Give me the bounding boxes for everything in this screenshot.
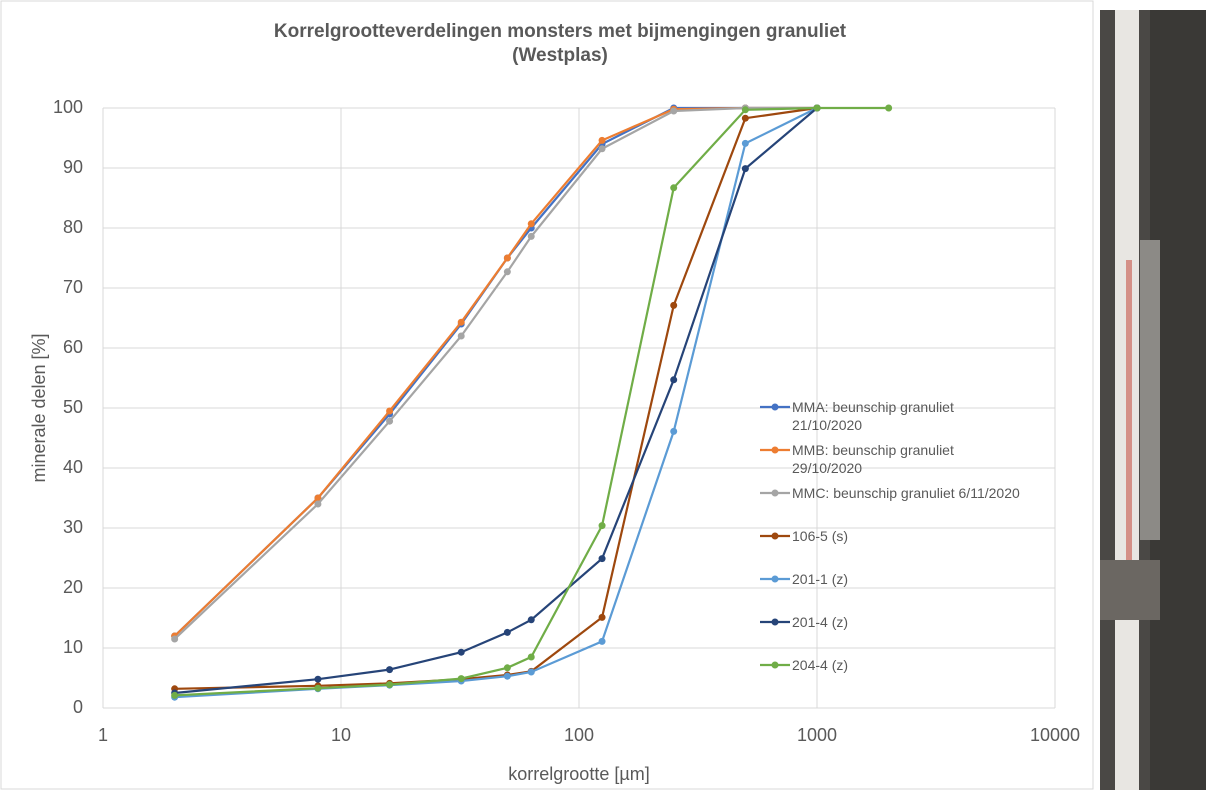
legend-item: MMC: beunschip granuliet 6/11/2020 <box>758 484 1038 527</box>
data-point <box>527 668 535 676</box>
photo <box>1100 10 1206 790</box>
legend-item: 201-1 (z) <box>758 570 1038 613</box>
data-point <box>741 165 749 173</box>
y-tick-label: 70 <box>63 277 83 297</box>
x-tick-label: 1000 <box>797 725 837 745</box>
data-point <box>503 254 511 262</box>
chart-title: Korrelgrootteverdelingen monsters met bi… <box>80 20 1040 68</box>
data-point <box>171 635 179 643</box>
legend-dot <box>771 661 779 669</box>
data-point <box>314 684 322 692</box>
title-line: (Westplas) <box>512 45 608 66</box>
legend-label: MMA: beunschip granuliet 21/10/2020 <box>792 399 954 433</box>
data-point <box>598 522 606 530</box>
title-line: Korrelgrootteverdelingen monsters met bi… <box>273 21 847 42</box>
data-point <box>457 648 465 656</box>
data-point <box>741 106 749 114</box>
y-axis-label: minerale delen [%] <box>29 333 49 482</box>
data-point <box>598 637 606 645</box>
data-point <box>598 136 606 144</box>
legend-label: MMB: beunschip granuliet 29/10/2020 <box>792 442 954 476</box>
data-point <box>527 220 535 228</box>
y-tick-label: 50 <box>63 397 83 417</box>
y-tick-label: 40 <box>63 457 83 477</box>
legend-label: 201-1 (z) <box>792 571 849 587</box>
legend-item: 201-4 (z) <box>758 613 1038 656</box>
legend-marker <box>760 489 790 497</box>
data-point <box>527 653 535 661</box>
legend-label: 106-5 (s) <box>792 528 849 544</box>
data-point <box>314 500 322 508</box>
legend-marker <box>760 532 790 540</box>
data-point <box>457 318 465 326</box>
legend-dot <box>771 403 779 411</box>
y-tick-label: 10 <box>63 637 83 657</box>
chart-frame <box>0 0 1094 790</box>
data-point <box>670 376 678 384</box>
legend-dot <box>771 575 779 583</box>
legend-marker <box>760 618 790 626</box>
y-tick-label: 30 <box>63 517 83 537</box>
data-point <box>386 417 394 425</box>
x-tick-label: 1 <box>98 725 108 745</box>
legend-dot <box>771 532 779 540</box>
legend-marker <box>760 403 790 411</box>
data-point <box>813 104 821 112</box>
data-point <box>314 675 322 683</box>
y-tick-label: 90 <box>63 157 83 177</box>
data-point <box>503 672 511 680</box>
data-point <box>741 114 749 122</box>
data-point <box>503 628 511 636</box>
x-axis-label: korrelgrootte [µm] <box>508 764 649 784</box>
y-tick-label: 60 <box>63 337 83 357</box>
data-point <box>527 232 535 240</box>
data-point <box>670 427 678 435</box>
legend-label: 204-4 (z) <box>792 657 849 673</box>
x-tick-label: 10000 <box>1030 725 1080 745</box>
data-point <box>670 184 678 192</box>
y-tick-label: 20 <box>63 577 83 597</box>
data-point <box>598 145 606 153</box>
y-tick-label: 100 <box>53 97 83 117</box>
y-tick-label: 80 <box>63 217 83 237</box>
data-point <box>741 139 749 147</box>
data-point <box>503 268 511 276</box>
legend-marker <box>760 575 790 583</box>
legend: MMA: beunschip granuliet 21/10/2020 MMB: … <box>758 398 1038 699</box>
data-point <box>503 664 511 672</box>
legend-label: 201-4 (z) <box>792 614 849 630</box>
data-point <box>457 332 465 340</box>
legend-marker <box>760 446 790 454</box>
data-point <box>171 691 179 699</box>
legend-item: MMA: beunschip granuliet 21/10/2020 <box>758 398 1038 441</box>
series-line <box>174 107 818 695</box>
legend-dot <box>771 618 779 626</box>
data-point <box>386 407 394 415</box>
data-point <box>885 104 893 112</box>
x-tick-label: 10 <box>331 725 351 745</box>
legend-item: 106-5 (s) <box>758 527 1038 570</box>
legend-dot <box>771 446 779 454</box>
data-point <box>386 681 394 689</box>
data-point <box>670 301 678 309</box>
legend-dot <box>771 489 779 497</box>
data-point <box>598 555 606 563</box>
legend-label: MMC: beunschip granuliet 6/11/2020 <box>792 485 1020 501</box>
data-point <box>598 613 606 621</box>
data-point <box>670 107 678 115</box>
legend-item: MMB: beunschip granuliet 29/10/2020 <box>758 441 1038 484</box>
y-tick-label: 0 <box>73 697 83 717</box>
series-line <box>173 106 817 640</box>
legend-marker <box>760 661 790 669</box>
data-point <box>527 616 535 624</box>
legend-item: 204-4 (z) <box>758 656 1038 699</box>
x-tick-label: 100 <box>564 725 594 745</box>
data-point <box>457 675 465 683</box>
data-point <box>314 494 322 502</box>
data-point <box>386 666 394 674</box>
